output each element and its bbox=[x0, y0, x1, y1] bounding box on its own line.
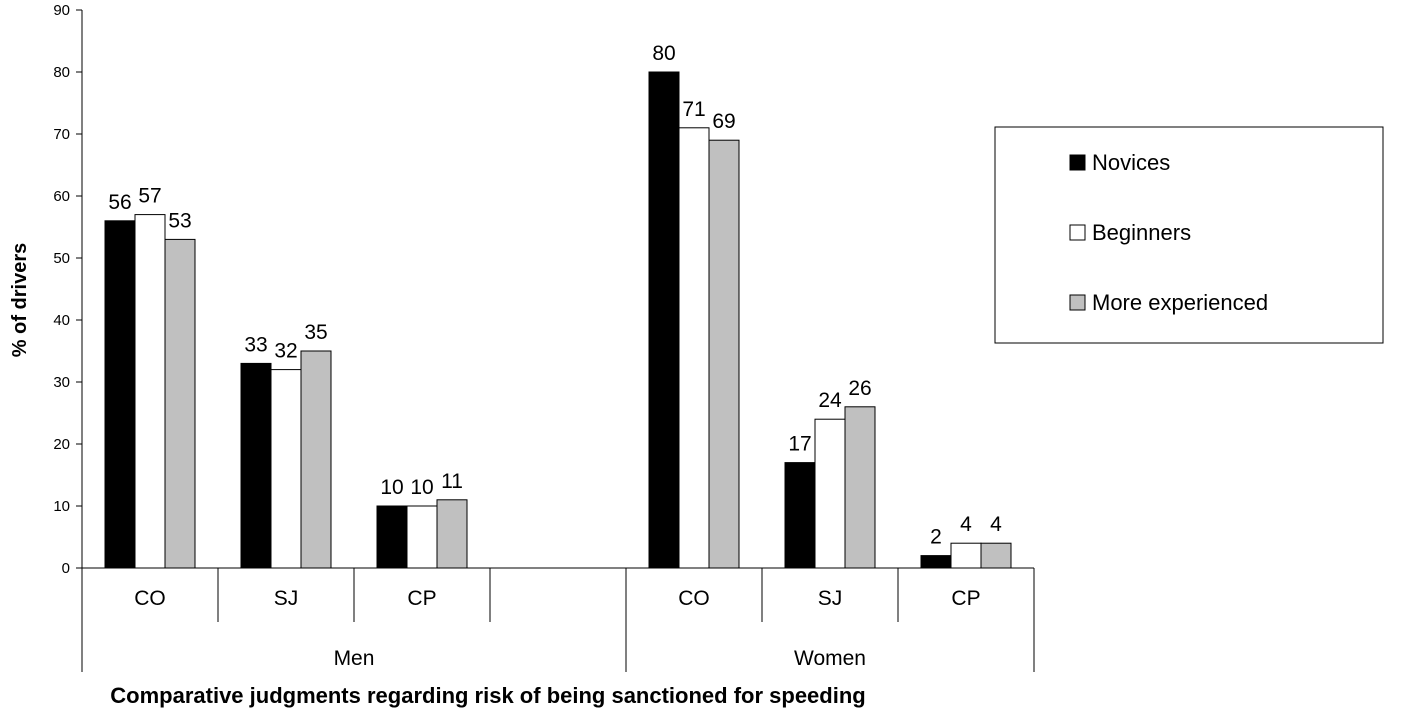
data-label: 4 bbox=[960, 513, 972, 536]
bar-beginners bbox=[134, 214, 166, 569]
bar-novices bbox=[104, 220, 136, 569]
y-tick-label: 40 bbox=[53, 312, 70, 329]
data-label: 56 bbox=[108, 191, 131, 214]
bars bbox=[104, 71, 1012, 569]
bar-novices bbox=[376, 505, 408, 569]
group-label: Women bbox=[794, 647, 866, 670]
y-tick-label: 90 bbox=[53, 2, 70, 19]
data-label: 53 bbox=[168, 209, 191, 232]
bar-more-experienced bbox=[708, 139, 740, 569]
y-tick-label: 20 bbox=[53, 436, 70, 453]
legend-swatch bbox=[1069, 294, 1086, 311]
bar-more-experienced bbox=[980, 542, 1012, 569]
data-label: 10 bbox=[380, 476, 403, 499]
y-tick-label: 30 bbox=[53, 374, 70, 391]
y-axis: 0 10 20 30 40 50 60 70 80 90 bbox=[53, 2, 83, 577]
category-label: CO bbox=[134, 587, 166, 610]
legend-swatch bbox=[1069, 224, 1086, 241]
category-label: SJ bbox=[818, 587, 843, 610]
data-label: 57 bbox=[138, 185, 161, 208]
data-label: 32 bbox=[274, 340, 297, 363]
data-label: 69 bbox=[712, 110, 735, 133]
x-axis: CO SJ CP CO SJ CP Men Women bbox=[81, 567, 1035, 672]
bar-beginners bbox=[678, 127, 710, 569]
legend-label: Novices bbox=[1092, 150, 1170, 175]
y-tick-label: 60 bbox=[53, 188, 70, 205]
y-tick-label: 0 bbox=[62, 560, 70, 577]
legend-label: More experienced bbox=[1092, 290, 1268, 315]
data-label: 2 bbox=[930, 526, 942, 549]
bar-beginners bbox=[406, 505, 438, 569]
y-tick-label: 80 bbox=[53, 64, 70, 81]
y-tick-label: 10 bbox=[53, 498, 70, 515]
data-label: 11 bbox=[441, 470, 463, 493]
x-axis-title: Comparative judgments regarding risk of … bbox=[110, 683, 865, 708]
bar-novices bbox=[648, 71, 680, 569]
y-tick-label: 70 bbox=[53, 126, 70, 143]
category-label: SJ bbox=[274, 587, 299, 610]
data-label: 26 bbox=[848, 377, 871, 400]
bar-more-experienced bbox=[844, 406, 876, 569]
data-label: 80 bbox=[652, 42, 675, 65]
group-label: Men bbox=[334, 647, 375, 670]
data-label: 35 bbox=[304, 321, 327, 344]
category-label: CP bbox=[951, 587, 980, 610]
category-label: CP bbox=[407, 587, 436, 610]
legend-swatch bbox=[1069, 154, 1086, 171]
bar-novices bbox=[784, 462, 816, 569]
y-axis-title: % of drivers bbox=[9, 243, 31, 357]
legend: Novices Beginners More experienced bbox=[994, 126, 1384, 344]
data-label: 24 bbox=[818, 389, 842, 412]
data-label: 4 bbox=[990, 513, 1002, 536]
bar-more-experienced bbox=[300, 350, 332, 569]
y-tick-label: 50 bbox=[53, 250, 70, 267]
legend-frame bbox=[994, 126, 1384, 344]
bar-beginners bbox=[270, 369, 302, 569]
bar-beginners bbox=[814, 418, 846, 569]
data-label: 17 bbox=[788, 433, 811, 456]
bar-more-experienced bbox=[436, 499, 468, 569]
data-label: 10 bbox=[410, 476, 433, 499]
category-label: CO bbox=[678, 587, 710, 610]
bar-novices bbox=[920, 555, 952, 569]
legend-label: Beginners bbox=[1092, 220, 1191, 245]
data-label: 71 bbox=[682, 98, 705, 121]
bar-beginners bbox=[950, 542, 982, 569]
bar-novices bbox=[240, 362, 272, 569]
data-label: 33 bbox=[244, 333, 267, 356]
bar-more-experienced bbox=[164, 238, 196, 569]
